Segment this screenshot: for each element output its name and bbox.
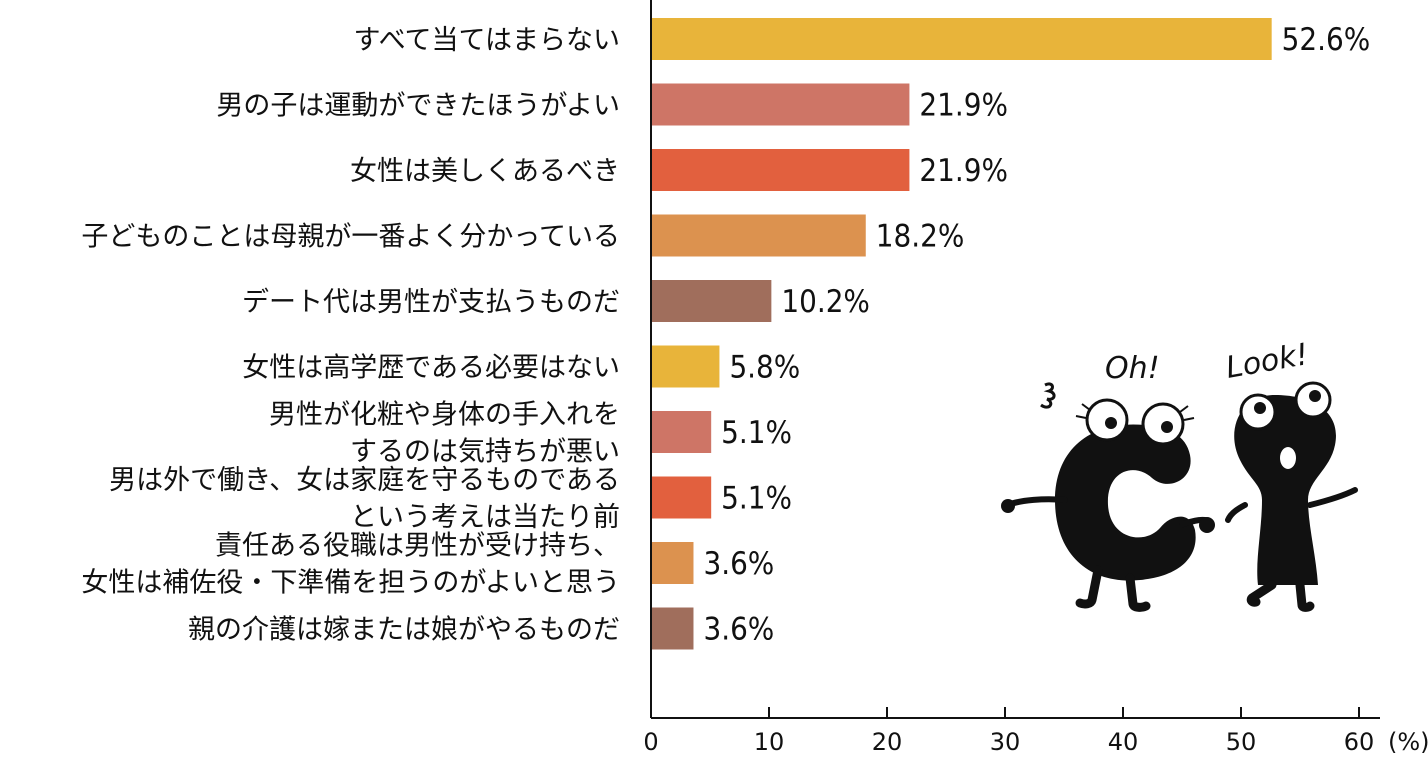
bar-0 <box>651 18 1272 60</box>
value-label-7: 5.1% <box>721 481 792 517</box>
value-label-1: 21.9% <box>919 88 1008 124</box>
value-label-5: 5.8% <box>729 350 800 386</box>
value-label-0: 52.6% <box>1282 22 1371 58</box>
category-label-9: 親の介護は嫁または娘がやるものだ <box>188 615 620 646</box>
bar-8 <box>651 542 694 584</box>
bar-7 <box>651 476 712 519</box>
x-tick-label-5: 50 <box>1226 728 1257 756</box>
x-tick-label-4: 40 <box>1108 728 1139 756</box>
x-ticks: 0 10 20 30 40 50 60 <box>643 707 1374 756</box>
bar-4 <box>651 280 772 322</box>
right-mascot: Look! <box>1223 337 1358 612</box>
category-label-8: 責任ある役職は男性が受け持ち、女性は補佐役・下準備を担うのがよいと思う <box>81 531 620 599</box>
value-label-2: 21.9% <box>919 153 1008 189</box>
x-tick-label-0: 0 <box>643 728 658 756</box>
category-label-5: 女性は高学歴である必要はない <box>242 353 620 384</box>
value-label-9: 3.6% <box>703 612 774 648</box>
value-label-6: 5.1% <box>721 415 792 451</box>
axes: 0 10 20 30 40 50 60 (%) <box>643 0 1428 756</box>
bar-9 <box>651 607 694 650</box>
category-label-2: 女性は美しくあるべき <box>350 156 620 187</box>
category-label-7: 男は外で働き、女は家庭を守るものであるという考えは当たり前 <box>109 465 620 533</box>
left-caption: Oh! <box>1105 351 1160 386</box>
bar-2 <box>651 149 910 191</box>
x-tick-label-2: 20 <box>872 728 903 756</box>
value-label-3: 18.2% <box>876 219 965 255</box>
bar-1 <box>651 83 910 126</box>
mascot-illustration: Oh! Look! <box>1001 337 1358 612</box>
bar-3 <box>651 214 866 257</box>
right-caption: Look! <box>1223 337 1311 386</box>
value-labels: 52.6% 21.9% 21.9% 18.2%10.2% 5.8% 5.1% 5.1% 3.6… <box>703 22 1370 648</box>
value-label-4: 10.2% <box>781 284 870 320</box>
left-mascot: Oh! <box>1001 351 1215 612</box>
category-label-1: 男の子は運動ができたほうがよい <box>216 91 620 122</box>
x-unit-label: (%) <box>1388 728 1428 756</box>
bars <box>651 18 1272 650</box>
x-tick-label-6: 60 <box>1344 728 1375 756</box>
category-labels: すべて当てはまらない男の子は運動ができたほうがよい女性は美しくあるべき子どものこ… <box>81 25 620 646</box>
bar-5 <box>651 345 720 388</box>
bar-6 <box>651 411 712 453</box>
category-label-6: 男性が化粧や身体の手入れをするのは気持ちが悪い <box>269 400 620 468</box>
x-tick-label-1: 10 <box>754 728 785 756</box>
category-label-4: デート代は男性が支払うものだ <box>242 287 620 318</box>
category-label-0: すべて当てはまらない <box>354 25 621 56</box>
value-label-8: 3.6% <box>703 546 774 582</box>
category-label-3: 子どものことは母親が一番よく分かっている <box>81 222 620 253</box>
x-tick-label-3: 30 <box>990 728 1021 756</box>
